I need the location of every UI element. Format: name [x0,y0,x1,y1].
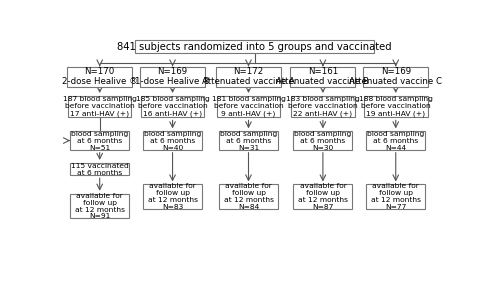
Text: 187 blood sampling
before vaccination
17 anti-HAV (+): 187 blood sampling before vaccination 17… [63,96,136,117]
Text: blood sampling
at 6 months
N=51: blood sampling at 6 months N=51 [71,131,128,151]
FancyBboxPatch shape [290,66,356,87]
FancyBboxPatch shape [219,185,278,209]
FancyBboxPatch shape [67,66,132,87]
Text: available for
follow up
at 12 months
N=83: available for follow up at 12 months N=8… [148,183,198,210]
FancyBboxPatch shape [70,131,129,150]
FancyBboxPatch shape [216,66,281,87]
Text: 181 blood sampling
before vaccination
9 anti-HAV (+): 181 blood sampling before vaccination 9 … [212,96,286,117]
FancyBboxPatch shape [291,96,354,117]
Text: 188 blood sampling
before vaccination
19 anti-HAV (+): 188 blood sampling before vaccination 19… [359,96,432,117]
FancyBboxPatch shape [140,66,205,87]
FancyBboxPatch shape [216,96,280,117]
FancyBboxPatch shape [70,194,129,218]
Text: blood sampling
at 6 months
N=31: blood sampling at 6 months N=31 [220,131,277,151]
FancyBboxPatch shape [141,96,204,117]
Text: 115 vaccinated
at 6 months: 115 vaccinated at 6 months [71,163,128,176]
FancyBboxPatch shape [219,131,278,150]
Text: available for
follow up
at 12 months
N=87: available for follow up at 12 months N=8… [298,183,348,210]
Text: N=169
Attenuated vaccine C: N=169 Attenuated vaccine C [349,67,442,86]
FancyBboxPatch shape [366,131,425,150]
FancyBboxPatch shape [294,131,352,150]
Text: 185 blood sampling
before vaccination
16 anti-HAV (+): 185 blood sampling before vaccination 16… [136,96,210,117]
FancyBboxPatch shape [136,40,374,53]
FancyBboxPatch shape [70,163,129,175]
FancyBboxPatch shape [364,96,428,117]
FancyBboxPatch shape [294,185,352,209]
Text: available for
follow up
at 12 months
N=84: available for follow up at 12 months N=8… [224,183,274,210]
FancyBboxPatch shape [68,96,132,117]
Text: available for
follow up
at 12 months
N=77: available for follow up at 12 months N=7… [371,183,421,210]
Text: blood sampling
at 6 months
N=30: blood sampling at 6 months N=30 [294,131,352,151]
Text: blood sampling
at 6 months
N=44: blood sampling at 6 months N=44 [367,131,424,151]
Text: 183 blood sampling
before vaccination
22 anti-HAV (+): 183 blood sampling before vaccination 22… [286,96,360,117]
Text: N=172
Attenuated vaccine A: N=172 Attenuated vaccine A [202,67,295,86]
Text: N=161
Attenuated vaccine B: N=161 Attenuated vaccine B [276,67,370,86]
FancyBboxPatch shape [366,185,425,209]
FancyBboxPatch shape [143,131,202,150]
FancyBboxPatch shape [143,185,202,209]
Text: available for
follow up
at 12 months
N=91: available for follow up at 12 months N=9… [74,192,124,220]
Text: N=169
1-dose Healive ®: N=169 1-dose Healive ® [134,67,210,86]
Text: 841 subjects randomized into 5 groups and vaccinated: 841 subjects randomized into 5 groups an… [118,41,392,52]
FancyBboxPatch shape [363,66,428,87]
Text: blood sampling
at 6 months
N=40: blood sampling at 6 months N=40 [144,131,201,151]
Text: N=170
2-dose Healive ®: N=170 2-dose Healive ® [62,67,138,86]
